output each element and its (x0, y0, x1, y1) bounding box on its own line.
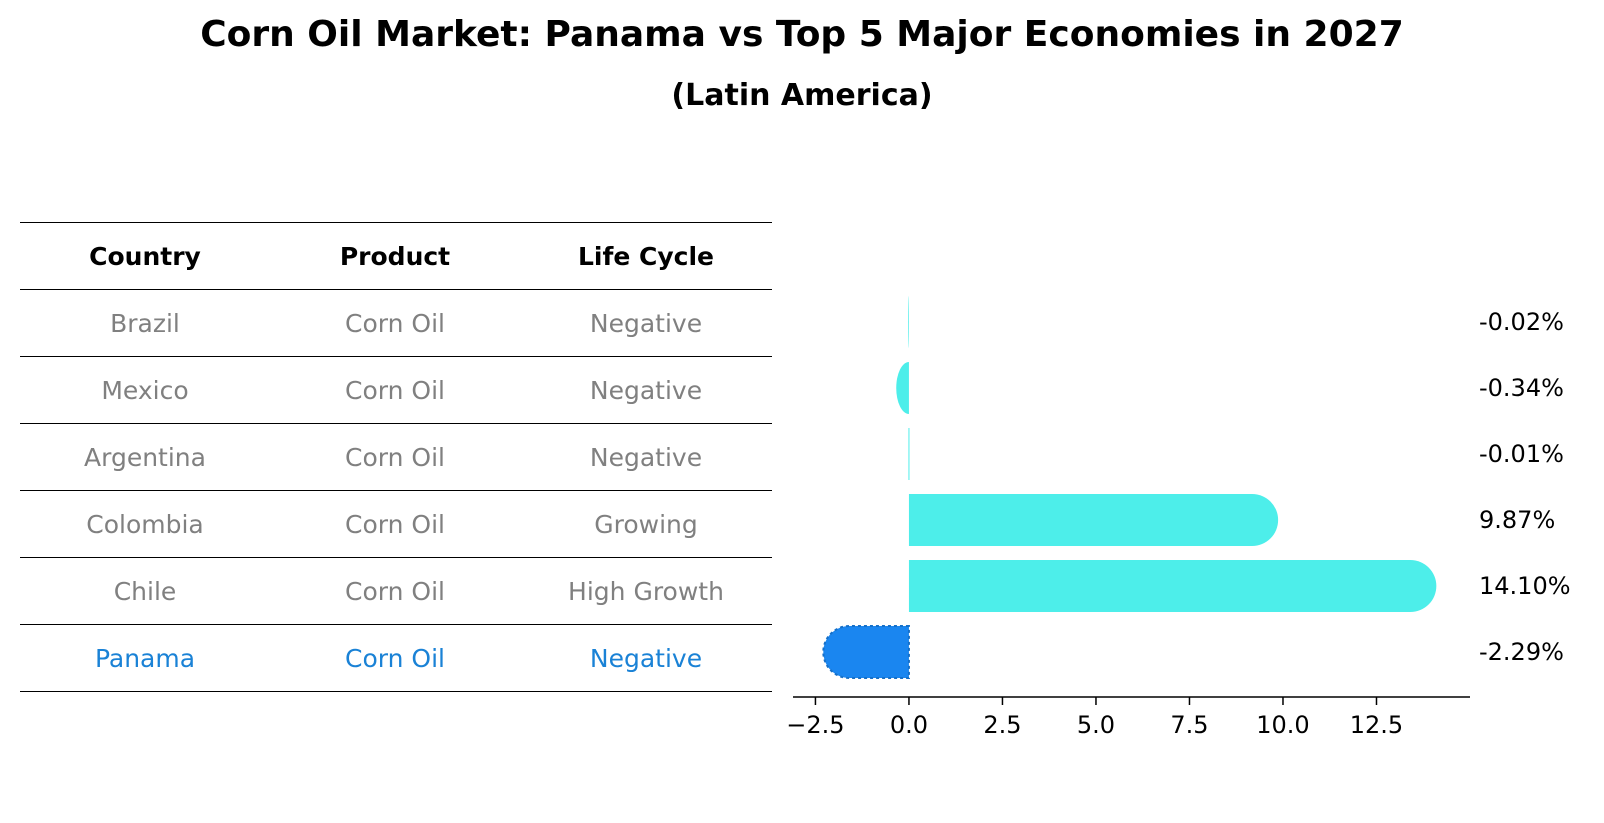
bar-outline-panama (822, 625, 910, 679)
cell-country: Chile (20, 557, 270, 625)
table-row-highlight: Panama Corn Oil Negative (20, 624, 772, 692)
cell-life-cycle: Negative (520, 289, 772, 357)
cell-product: Corn Oil (270, 356, 520, 424)
bar-brazil (908, 296, 909, 348)
header-country: Country (20, 222, 270, 290)
header-life-cycle: Life Cycle (520, 222, 772, 290)
cell-country: Panama (20, 624, 270, 692)
cell-country: Argentina (20, 423, 270, 491)
cell-product: Corn Oil (270, 557, 520, 625)
cell-product: Corn Oil (270, 289, 520, 357)
x-tick-label: −2.5 (786, 711, 844, 739)
cell-life-cycle: High Growth (520, 557, 772, 625)
table-row: Mexico Corn Oil Negative (20, 356, 772, 424)
cell-country: Mexico (20, 356, 270, 424)
cell-life-cycle: Negative (520, 356, 772, 424)
bar-panama (823, 626, 909, 678)
header-product: Product (270, 222, 520, 290)
bar-colombia (908, 494, 1279, 546)
bar-argentina (908, 428, 910, 480)
value-label-brazil: -0.02% (1479, 308, 1564, 336)
table-row: Colombia Corn Oil Growing (20, 490, 772, 558)
value-label-argentina: -0.01% (1479, 440, 1564, 468)
x-tick-label: 12.5 (1350, 711, 1403, 739)
chart-title: Corn Oil Market: Panama vs Top 5 Major E… (200, 14, 1404, 55)
bar-chile (908, 560, 1437, 612)
x-tick-label: 5.0 (1077, 711, 1115, 739)
cell-country: Colombia (20, 490, 270, 558)
cell-country: Brazil (20, 289, 270, 357)
cell-product: Corn Oil (270, 490, 520, 558)
cell-product: Corn Oil (270, 423, 520, 491)
cell-life-cycle: Negative (520, 624, 772, 692)
table-header-row: Country Product Life Cycle (20, 222, 772, 290)
table-row: Brazil Corn Oil Negative (20, 289, 772, 357)
cell-life-cycle: Negative (520, 423, 772, 491)
data-table: Country Product Life Cycle Brazil Corn O… (20, 222, 772, 692)
chart-subtitle: (Latin America) (671, 78, 933, 113)
x-tick-label: 2.5 (983, 711, 1021, 739)
value-label-panama: -2.29% (1479, 638, 1564, 666)
table-row: Chile Corn Oil High Growth (20, 557, 772, 625)
table-row: Argentina Corn Oil Negative (20, 423, 772, 491)
cell-life-cycle: Growing (520, 490, 772, 558)
cell-product: Corn Oil (270, 624, 520, 692)
value-label-mexico: -0.34% (1479, 374, 1564, 402)
value-label-chile: 14.10% (1479, 572, 1571, 600)
x-tick-label: 10.0 (1256, 711, 1309, 739)
bar-mexico (896, 362, 909, 414)
x-tick-label: 7.5 (1170, 711, 1208, 739)
value-label-colombia: 9.87% (1479, 506, 1555, 534)
x-tick-label: 0.0 (890, 711, 928, 739)
